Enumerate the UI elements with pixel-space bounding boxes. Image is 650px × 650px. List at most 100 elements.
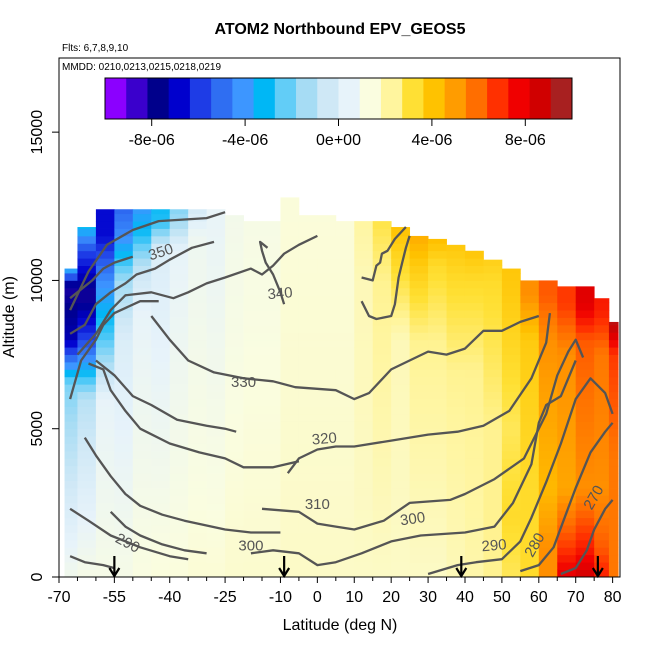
field-cell <box>77 361 97 370</box>
field-cell <box>372 332 392 341</box>
field-cell <box>409 347 429 355</box>
field-cell <box>206 569 226 578</box>
field-cell <box>64 413 78 422</box>
field-cell <box>132 436 152 444</box>
field-cell <box>594 569 610 578</box>
field-cell <box>206 488 226 496</box>
field-cell <box>501 310 521 318</box>
field-cell <box>169 317 189 326</box>
field-cell <box>243 280 263 289</box>
field-cell <box>114 354 134 363</box>
field-cell <box>206 436 226 444</box>
field-cell <box>372 265 392 274</box>
field-cell <box>575 458 595 467</box>
field-cell <box>243 339 263 348</box>
x-axis: -70 -55 -40 -25 -10 0 10 20 30 40 50 60 70 80 <box>47 577 622 606</box>
dates-annotation: MMDD: 0210,0213,0215,0218,0219 <box>62 62 221 73</box>
field-cell <box>538 421 558 430</box>
colorbar-cell <box>105 78 127 119</box>
field-cell <box>95 310 115 318</box>
field-cell <box>557 413 577 422</box>
field-cell <box>372 473 392 482</box>
field-cell <box>557 310 577 318</box>
field-cell <box>446 450 466 459</box>
field-cell <box>298 525 318 533</box>
field-cell <box>428 562 447 570</box>
field-cell <box>188 209 208 215</box>
field-cell <box>608 347 619 355</box>
field-cell <box>608 502 619 511</box>
field-cell <box>391 391 411 400</box>
field-cell <box>520 502 540 511</box>
x-tick-label: 30 <box>419 589 437 606</box>
field-cell <box>428 436 447 444</box>
field-cell <box>280 473 300 482</box>
field-cell <box>594 480 610 489</box>
field-cell <box>483 554 503 563</box>
field-cell <box>188 443 208 452</box>
field-cell <box>409 488 429 496</box>
field-cell <box>446 421 466 430</box>
field-cell <box>501 347 521 355</box>
flight-arrow-head <box>108 567 121 579</box>
field-cell <box>608 547 619 556</box>
field-cell <box>575 310 595 318</box>
field-cell <box>206 221 226 229</box>
field-cell <box>64 458 78 467</box>
field-cell <box>446 332 466 341</box>
field-cell <box>64 339 78 348</box>
field-cell <box>483 421 503 430</box>
field-cell <box>225 258 244 266</box>
field-cell <box>608 465 619 474</box>
field-cell <box>225 480 244 489</box>
field-cell <box>298 510 318 519</box>
field-cell <box>335 406 355 415</box>
field-cell <box>372 228 392 237</box>
field-cell <box>77 554 97 563</box>
field-cell <box>298 221 318 229</box>
field-cell <box>64 376 78 385</box>
field-cell <box>243 517 263 526</box>
field-cell <box>372 495 392 504</box>
field-cell <box>428 273 447 281</box>
field-cell <box>372 317 392 326</box>
field-cell <box>206 354 226 363</box>
field-cell <box>575 532 595 541</box>
field-cell <box>501 562 521 570</box>
field-cell <box>335 221 355 229</box>
field-cell <box>354 399 374 407</box>
field-cell <box>354 243 374 252</box>
field-cell <box>243 250 263 259</box>
field-cell <box>280 502 300 511</box>
field-cell <box>261 436 281 444</box>
field-cell <box>428 547 447 556</box>
field-cell <box>428 473 447 482</box>
field-cell <box>464 310 484 318</box>
field-cell <box>575 465 595 474</box>
field-cell <box>243 406 263 415</box>
field-cell <box>354 250 374 259</box>
field-cell <box>608 443 619 452</box>
field-cell <box>520 480 540 489</box>
field-cell <box>464 406 484 415</box>
field-cell <box>95 302 115 311</box>
field-cell <box>261 221 281 229</box>
field-cell <box>206 473 226 482</box>
field-cell <box>464 421 484 430</box>
field-cell <box>280 198 300 207</box>
field-cell <box>483 259 503 266</box>
field-cell <box>206 280 226 289</box>
field-cell <box>409 265 429 274</box>
field-cell <box>225 339 244 348</box>
field-cell <box>151 228 171 237</box>
field-cell <box>354 369 374 378</box>
field-cell <box>391 443 411 452</box>
field-cell <box>225 235 244 244</box>
field-cell <box>225 391 244 400</box>
field-cell <box>483 265 503 274</box>
field-cell <box>64 480 78 489</box>
field-cell <box>169 209 189 215</box>
field-cell <box>428 324 447 333</box>
field-cell <box>225 399 244 407</box>
field-cell <box>501 517 521 526</box>
